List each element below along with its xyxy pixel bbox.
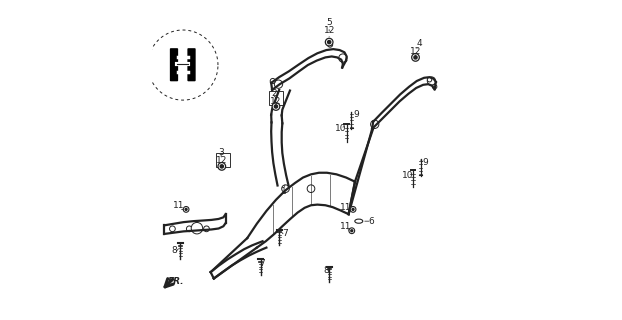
Text: 12: 12	[271, 97, 282, 106]
Circle shape	[328, 41, 331, 44]
Circle shape	[427, 77, 435, 85]
Text: 12: 12	[215, 156, 227, 164]
Text: 11: 11	[340, 222, 351, 231]
Text: 9: 9	[422, 158, 428, 167]
Circle shape	[427, 77, 432, 82]
Bar	[269, 91, 283, 105]
Circle shape	[352, 208, 354, 210]
Text: 10: 10	[335, 124, 346, 132]
Circle shape	[218, 163, 226, 170]
Text: 4: 4	[417, 39, 422, 48]
Bar	[216, 153, 230, 167]
Circle shape	[325, 38, 333, 46]
Circle shape	[412, 53, 419, 61]
Circle shape	[274, 80, 282, 88]
Text: 6: 6	[369, 217, 374, 226]
Text: 12: 12	[323, 27, 335, 36]
Circle shape	[351, 230, 353, 232]
Circle shape	[170, 226, 175, 232]
Text: 10: 10	[402, 171, 414, 180]
Text: 12: 12	[410, 47, 421, 56]
Text: 3: 3	[218, 148, 224, 156]
Circle shape	[282, 185, 289, 193]
FancyBboxPatch shape	[187, 48, 196, 81]
Text: 7: 7	[282, 229, 288, 238]
Circle shape	[185, 208, 187, 210]
Circle shape	[220, 165, 223, 168]
Text: 8: 8	[323, 266, 329, 276]
Text: 2: 2	[272, 89, 277, 98]
Text: 11: 11	[340, 203, 352, 212]
Circle shape	[307, 185, 315, 193]
Circle shape	[371, 120, 379, 128]
Text: 11: 11	[173, 201, 185, 210]
Text: 8: 8	[172, 246, 177, 255]
Text: FR.: FR.	[167, 277, 184, 286]
Text: 5: 5	[327, 19, 332, 28]
Circle shape	[350, 206, 356, 212]
Circle shape	[191, 222, 203, 234]
Circle shape	[183, 206, 189, 212]
Text: 9: 9	[353, 110, 359, 119]
Circle shape	[187, 226, 192, 232]
Text: 7: 7	[260, 259, 266, 268]
Circle shape	[203, 226, 210, 232]
Circle shape	[432, 84, 437, 89]
Circle shape	[272, 103, 280, 110]
Circle shape	[328, 42, 333, 47]
Circle shape	[349, 228, 355, 234]
Circle shape	[270, 78, 276, 84]
Circle shape	[414, 56, 417, 59]
Circle shape	[274, 105, 277, 108]
Text: 1: 1	[281, 188, 287, 196]
FancyBboxPatch shape	[170, 48, 178, 81]
Ellipse shape	[355, 219, 363, 223]
Circle shape	[339, 54, 347, 62]
